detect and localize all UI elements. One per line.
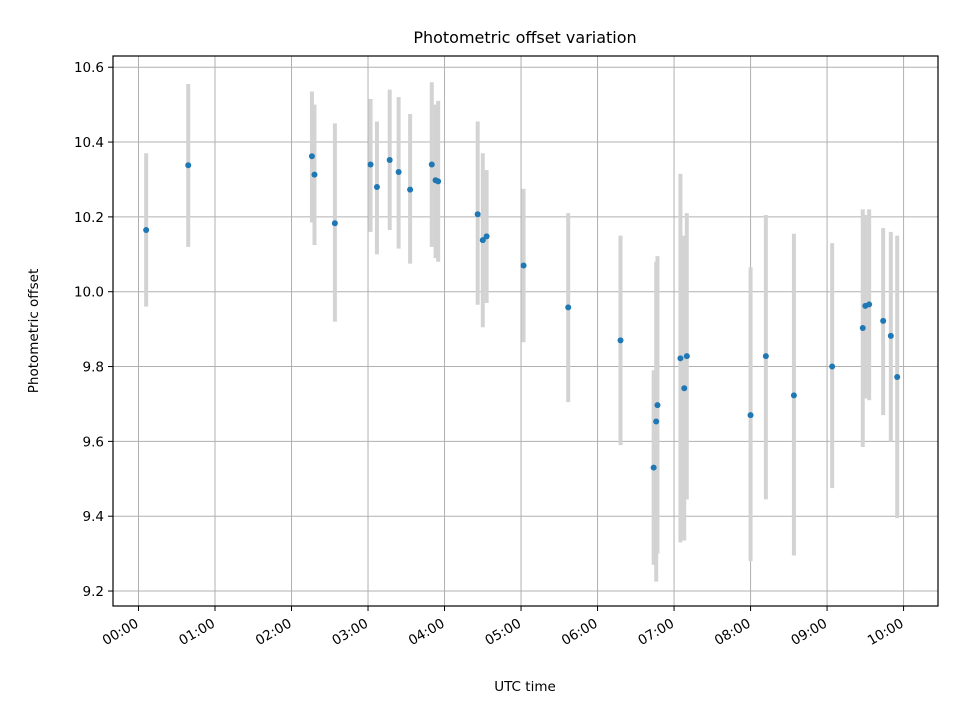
data-point bbox=[386, 157, 393, 164]
data-point bbox=[887, 332, 894, 339]
x-tick-label: 00:00 bbox=[100, 616, 142, 649]
x-tick-label: 10:00 bbox=[865, 616, 907, 649]
x-tick-label: 07:00 bbox=[635, 616, 677, 649]
data-point bbox=[650, 464, 657, 471]
data-point bbox=[677, 355, 684, 362]
x-axis-label: UTC time bbox=[494, 679, 556, 695]
data-point bbox=[683, 353, 690, 360]
plot-area-frame bbox=[112, 55, 939, 607]
data-point bbox=[428, 161, 435, 168]
data-point bbox=[653, 418, 660, 425]
data-point bbox=[483, 233, 490, 240]
y-axis-label: Photometric offset bbox=[26, 269, 42, 393]
data-point bbox=[894, 374, 901, 381]
y-tick-label: 10.6 bbox=[74, 60, 104, 76]
x-tick-label: 03:00 bbox=[329, 616, 371, 649]
data-point bbox=[866, 301, 873, 308]
chart-title: Photometric offset variation bbox=[413, 28, 636, 47]
data-point bbox=[331, 220, 338, 227]
data-point bbox=[790, 392, 797, 399]
y-tick-label: 9.4 bbox=[83, 509, 104, 525]
x-tick-label: 09:00 bbox=[788, 616, 830, 649]
x-tick-label: 08:00 bbox=[712, 616, 754, 649]
data-point bbox=[435, 178, 442, 185]
data-point bbox=[143, 226, 150, 233]
y-tick-label: 9.2 bbox=[83, 584, 104, 600]
x-axis-ticks: 00:00 01:00 02:00 03:00 04:00 05:00 06:00 07:00… bbox=[100, 606, 907, 649]
x-tick-label: 01:00 bbox=[176, 616, 218, 649]
data-point bbox=[747, 412, 754, 419]
data-point bbox=[617, 337, 624, 344]
y-tick-label: 10.4 bbox=[74, 135, 104, 151]
y-tick-label: 9.6 bbox=[83, 434, 104, 450]
data-point bbox=[565, 304, 572, 311]
data-point bbox=[880, 317, 887, 324]
data-point bbox=[829, 363, 836, 370]
data-point bbox=[311, 171, 318, 178]
x-tick-label: 02:00 bbox=[253, 616, 295, 649]
data-point bbox=[520, 262, 527, 269]
data-point bbox=[185, 162, 192, 169]
x-tick-label: 05:00 bbox=[482, 616, 524, 649]
data-point bbox=[373, 183, 380, 190]
x-tick-label: 06:00 bbox=[559, 616, 601, 649]
y-tick-label: 10.0 bbox=[74, 285, 104, 301]
data-point bbox=[654, 402, 661, 409]
x-tick-label: 04:00 bbox=[406, 616, 448, 649]
data-point bbox=[859, 325, 866, 332]
y-axis-ticks: 9.2 9.4 9.6 9.8 10.0 10.2 10.4 10.6 bbox=[74, 60, 113, 600]
y-tick-label: 9.8 bbox=[83, 360, 104, 376]
data-points bbox=[143, 153, 901, 471]
y-tick-label: 10.2 bbox=[74, 210, 104, 226]
data-point bbox=[407, 186, 414, 193]
data-point bbox=[367, 161, 374, 168]
data-point bbox=[395, 168, 402, 175]
data-point bbox=[681, 385, 688, 392]
data-point bbox=[762, 353, 769, 360]
data-point bbox=[479, 237, 486, 244]
data-point bbox=[474, 211, 481, 218]
data-point bbox=[308, 153, 315, 160]
error-bars bbox=[144, 82, 900, 582]
